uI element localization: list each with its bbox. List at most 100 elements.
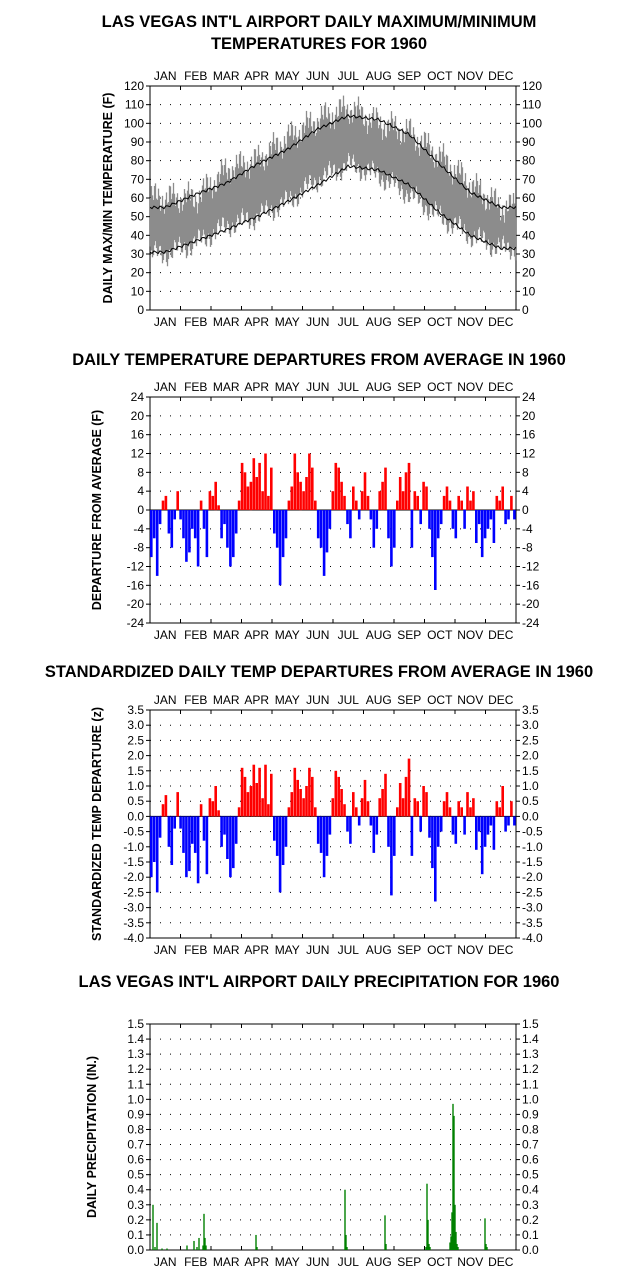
precip-ytick-label-right: 0.8 <box>522 1122 539 1136</box>
precip-ytick-label-left: 0.9 <box>127 1107 144 1121</box>
standardized-ytick-label-right: -1.0 <box>522 840 543 854</box>
standardized-bar-positive <box>296 779 299 817</box>
departures-bar-positive <box>337 467 340 510</box>
departures-bar-negative <box>232 510 235 558</box>
departures-bar-negative <box>439 510 443 525</box>
temps-ytick-label-right: 90 <box>522 135 536 149</box>
standardized-bar-negative <box>393 816 396 856</box>
standardized-bar-negative <box>167 816 171 847</box>
temps-month-label-bottom: JAN <box>154 315 177 329</box>
standardized-ytick-label-right: -2.5 <box>522 885 543 899</box>
departures-bar-positive <box>501 486 504 510</box>
standardized-bar-positive <box>425 792 428 817</box>
standardized-bar-negative <box>357 816 361 826</box>
standardized-bar-negative <box>191 816 194 844</box>
departures-bar-negative <box>486 510 490 529</box>
departures-bar-positive <box>249 481 253 511</box>
standardized-bar-positive <box>360 798 364 817</box>
standardized-bar-positive <box>246 792 250 817</box>
departures-bar-negative <box>284 510 288 539</box>
departures-bar-positive <box>460 500 463 510</box>
standardized-bar-negative <box>492 816 496 850</box>
standardized-bar-negative <box>439 816 443 832</box>
standardized-month-label-top: JAN <box>154 693 177 707</box>
precip-ytick-label-left: 1.0 <box>127 1092 144 1106</box>
standardized-bar-positive <box>466 792 469 817</box>
departures-bar-positive <box>352 486 355 510</box>
temps-ytick-label-left: 20 <box>131 266 145 280</box>
departures-bar-negative <box>325 510 329 553</box>
departures-bar-positive <box>240 462 244 510</box>
departures-bar-positive <box>360 491 364 510</box>
departures-bar-negative <box>328 510 332 529</box>
standardized-bar-positive <box>199 804 203 817</box>
departures-ytick-label-right: 12 <box>522 447 536 461</box>
temps-month-label-top: MAR <box>213 69 240 83</box>
departures-bar-positive <box>407 462 411 510</box>
departures-bar-positive <box>442 495 446 510</box>
standardized-bar-positive <box>261 798 264 817</box>
departures-bar-negative <box>273 510 276 534</box>
precip-ytick-label-left: 1.2 <box>127 1062 144 1076</box>
departures-bar-negative <box>188 510 191 553</box>
temps-month-label-top: JUN <box>306 69 329 83</box>
standardized-bar-negative <box>150 816 153 878</box>
departures-bar-positive <box>237 500 241 510</box>
temps-month-label-bottom: FEB <box>184 315 207 329</box>
standardized-bar-negative <box>316 816 320 844</box>
departures-month-label-bottom: FEB <box>184 628 207 642</box>
standardized-bar-positive <box>363 779 367 817</box>
departures-bar-negative <box>229 510 232 567</box>
departures-bar-positive <box>495 495 499 510</box>
precip-ytick-label-right: 1.4 <box>522 1032 539 1046</box>
departures-bar-positive <box>378 491 381 510</box>
standardized-ylabel: STANDARDIZED TEMP DEPARTURE (z) <box>90 707 104 941</box>
standardized-bar-positive <box>457 801 460 817</box>
standardized-ytick-label-left: 0.5 <box>127 794 144 808</box>
departures-bar-positive <box>270 467 273 510</box>
temps-normal-max-line <box>149 113 517 210</box>
temps-month-label-top: APR <box>244 69 269 83</box>
departures-bar-positive <box>416 495 419 510</box>
standardized-bar-positive <box>498 807 501 817</box>
standardized-month-label-bottom: AUG <box>366 943 392 957</box>
departures-month-label-bottom: JUL <box>338 628 360 642</box>
precip-ytick-label-left: 0.8 <box>127 1122 144 1136</box>
standardized-bar-positive <box>501 786 504 817</box>
departures-bar-positive <box>472 491 475 510</box>
standardized-bar-positive <box>422 786 425 817</box>
precip-month-label-bottom: JAN <box>154 1255 177 1269</box>
departures-bar-negative <box>507 510 510 520</box>
departures-bar-negative <box>170 510 174 548</box>
standardized-bar-positive <box>355 807 358 817</box>
standardized-bar-negative <box>387 816 390 847</box>
departures-bar-negative <box>316 510 320 539</box>
standardized-bar-positive <box>384 773 387 817</box>
temps-ytick-label-right: 120 <box>522 79 542 93</box>
precip-ytick-label-right: 1.0 <box>522 1092 539 1106</box>
departures-bar-positive <box>305 477 308 510</box>
standardized-bar-positive <box>448 807 452 817</box>
precip-ytick-label-right: 0.4 <box>522 1183 539 1197</box>
departures-bar-negative <box>436 510 440 539</box>
standardized-bar-negative <box>281 816 285 865</box>
departures-ytick-label-left: -16 <box>127 578 145 592</box>
chart-title-departures: DAILY TEMPERATURE DEPARTURES FROM AVERAG… <box>72 351 566 369</box>
departures-ytick-label-right: -12 <box>522 560 540 574</box>
standardized-bar-positive <box>396 807 399 817</box>
standardized-bar-positive <box>331 798 335 817</box>
standardized-bar-negative <box>196 816 200 884</box>
departures-ytick-label-left: 12 <box>131 447 145 461</box>
standardized-ytick-label-right: -2.0 <box>522 870 543 884</box>
departures-bar-negative <box>150 510 153 558</box>
standardized-month-label-bottom: JUL <box>338 943 360 957</box>
departures-month-label-bottom: MAY <box>275 628 300 642</box>
precip-month-label-bottom: MAY <box>275 1255 300 1269</box>
temps-month-label-bottom: OCT <box>427 315 453 329</box>
standardized-month-label-bottom: JUN <box>306 943 329 957</box>
standardized-month-label-top: FEB <box>184 693 207 707</box>
departures-bar-negative <box>419 510 422 525</box>
standardized-bar-negative <box>155 816 159 893</box>
departures-ytick-label-left: 16 <box>131 428 145 442</box>
